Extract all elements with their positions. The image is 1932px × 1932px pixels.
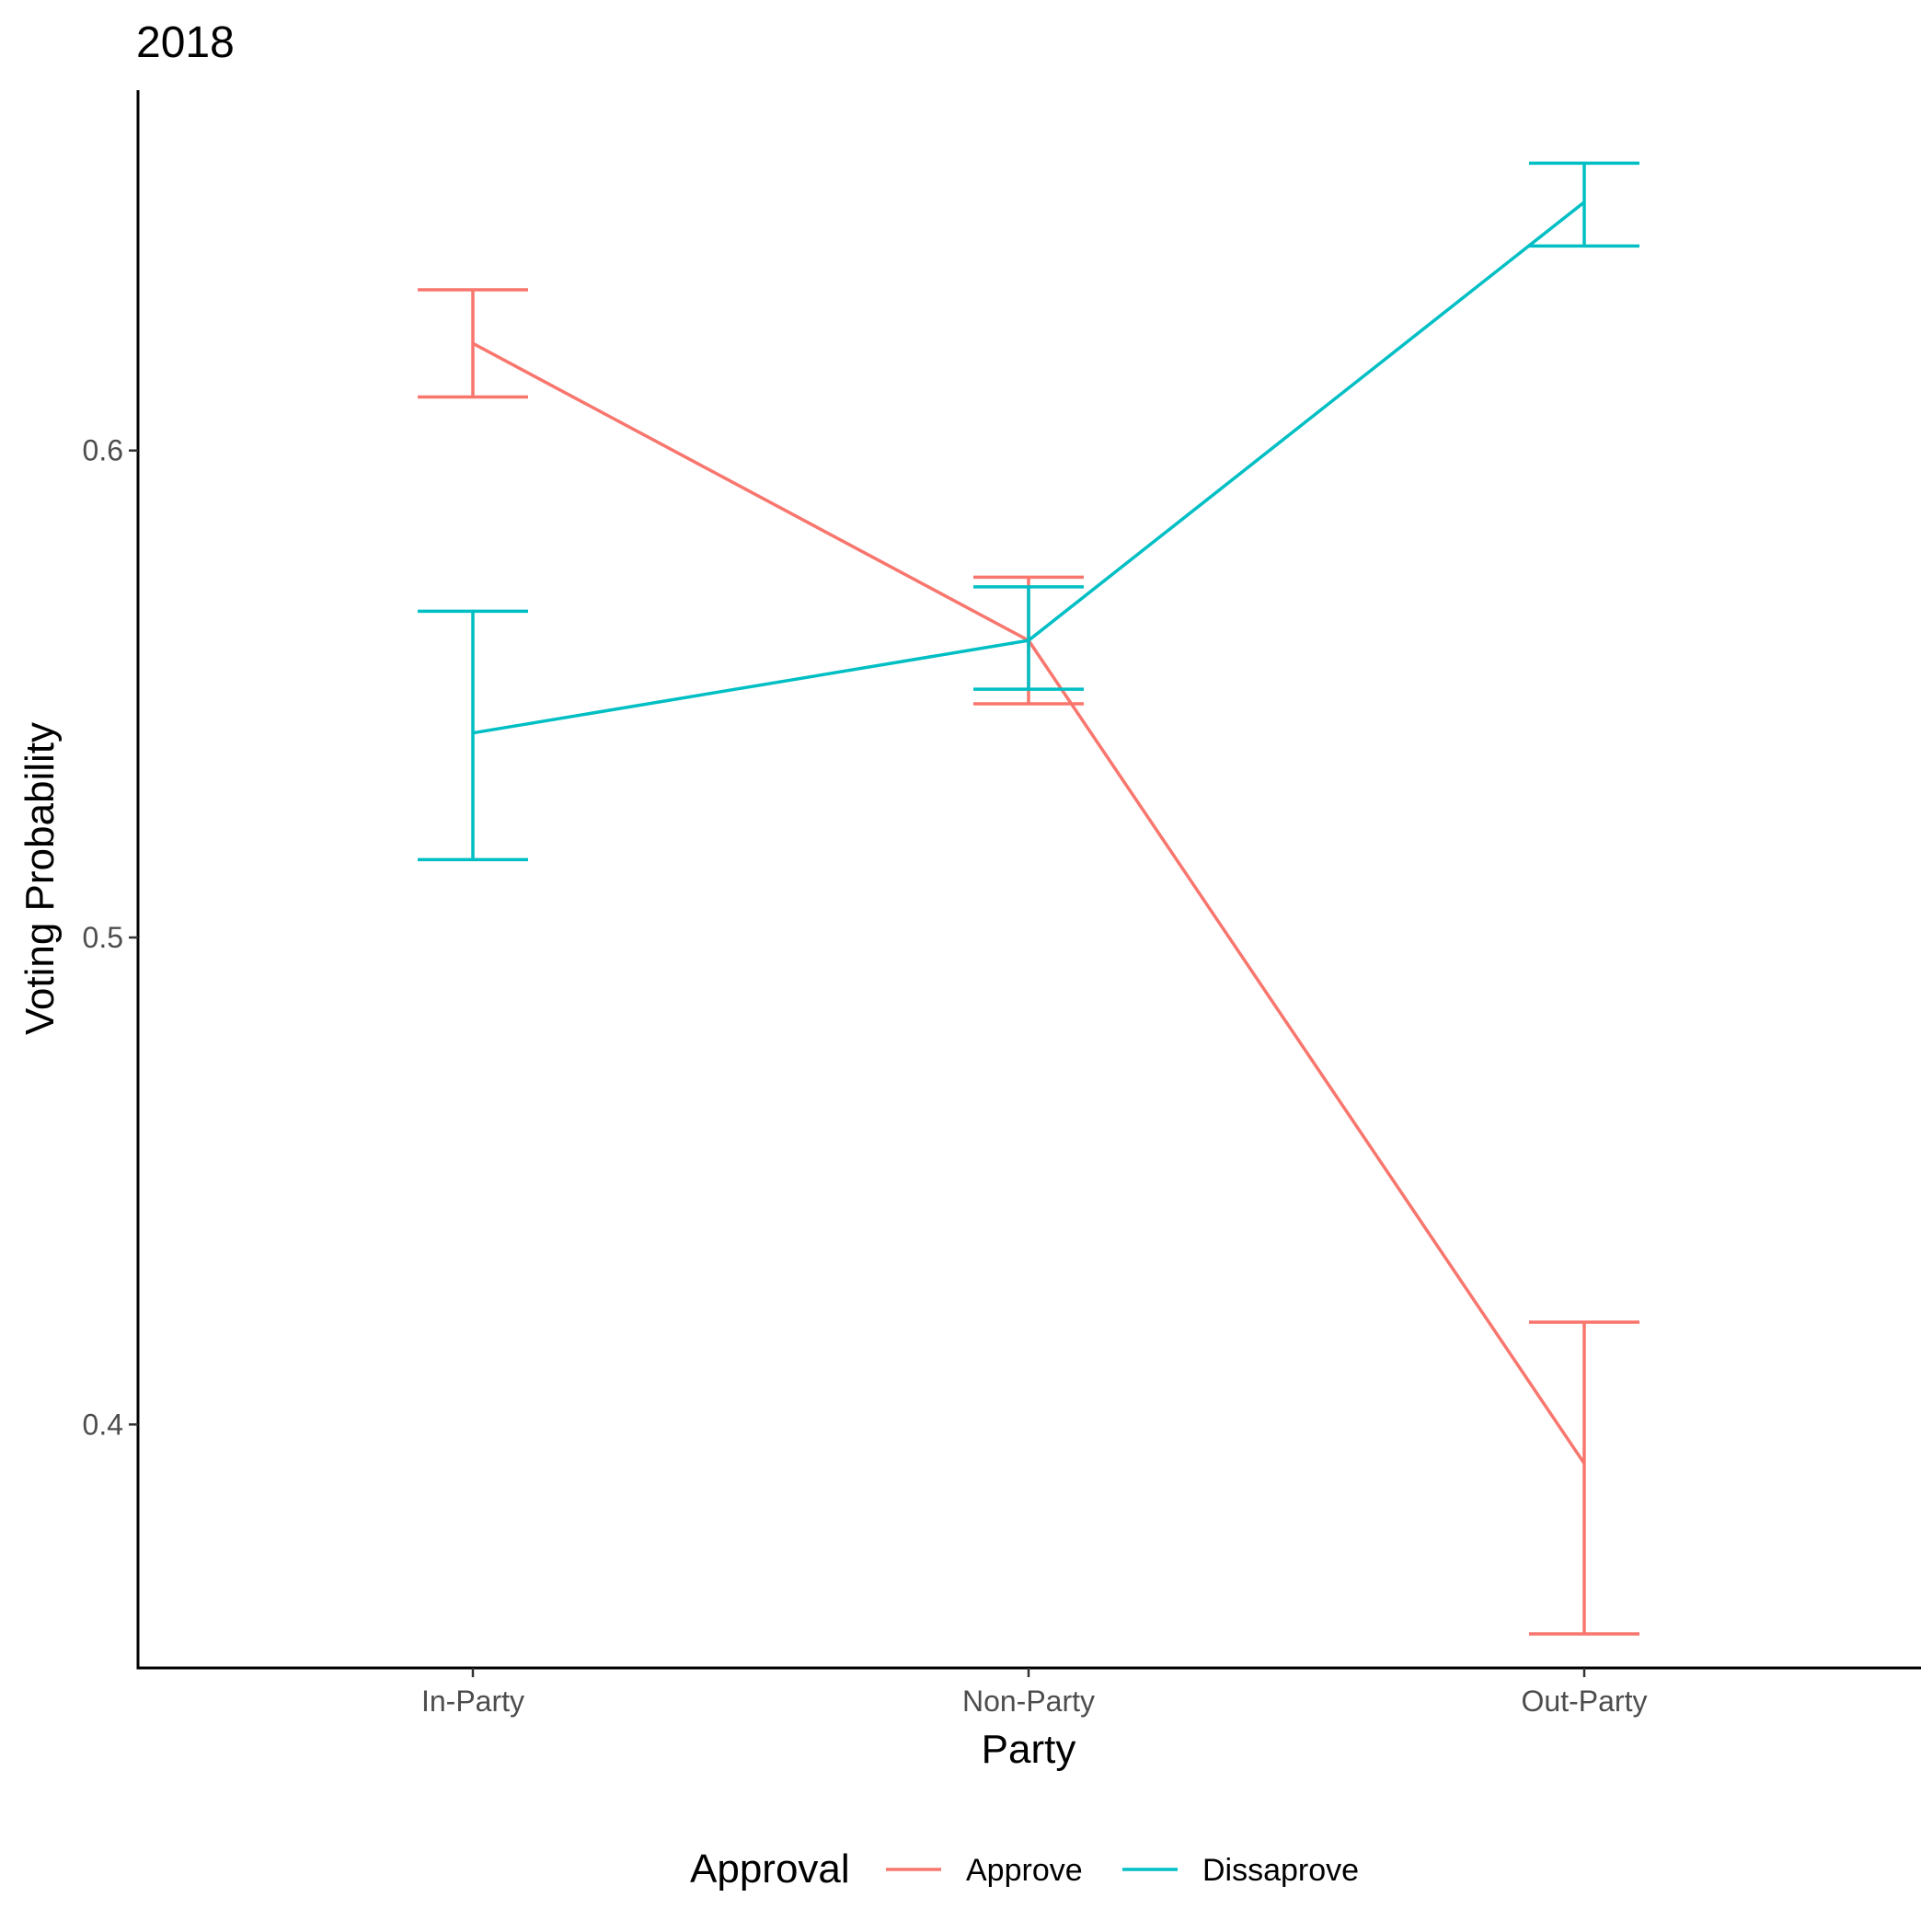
x-axis-title: Party	[982, 1727, 1076, 1772]
error-bar-dissaprove	[1529, 161, 1639, 248]
error-bar-approve	[418, 288, 528, 399]
x-tick-label: In-Party	[421, 1685, 524, 1718]
x-tick-label: Non-Party	[962, 1685, 1095, 1718]
series-layer	[418, 161, 1639, 1636]
legend-title: Approval	[690, 1846, 850, 1892]
series-line-approve	[472, 341, 1586, 1465]
y-tick-label: 0.4	[83, 1408, 123, 1441]
y-tick-label: 0.6	[83, 434, 123, 467]
legend-label-approve: Approve	[966, 1853, 1083, 1888]
y-axis-title: Voting Probability	[17, 722, 63, 1035]
y-axis-ticks: 0.4 0.5 0.6	[83, 434, 138, 1441]
legend-label-dissaprove: Dissaprove	[1202, 1853, 1359, 1888]
x-axis-ticks: In-Party Non-Party Out-Party	[421, 1668, 1647, 1718]
chart-title: 2018	[136, 18, 235, 67]
error-bar-dissaprove	[973, 585, 1084, 691]
legend: Approval Approve Dissaprove	[690, 1846, 1359, 1892]
x-tick-label: Out-Party	[1522, 1685, 1648, 1718]
error-bar-dissaprove	[418, 609, 528, 862]
series-approve	[418, 288, 1639, 1636]
series-dissaprove	[418, 161, 1639, 862]
plot-area: 0.4 0.5 0.6 In-Party Non-Party Out-Party	[83, 90, 1921, 1718]
y-tick-label: 0.5	[83, 921, 123, 954]
error-bar-approve	[1529, 1320, 1639, 1636]
